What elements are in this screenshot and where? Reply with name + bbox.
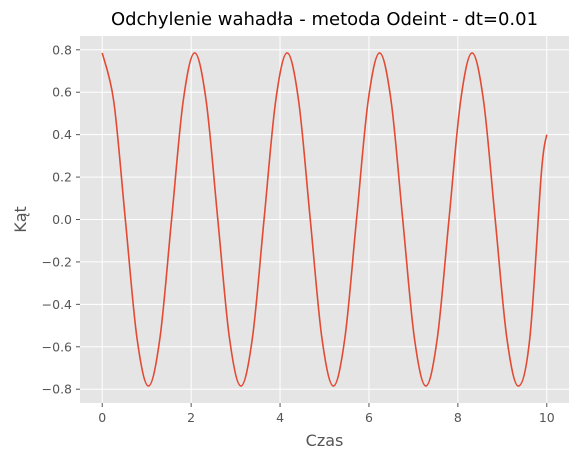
y-tick-label: 0.0 [52,212,72,227]
chart-title: Odchylenie wahadła - metoda Odeint - dt=… [111,9,538,30]
y-tick-label: −0.8 [42,382,72,397]
y-tick-label: −0.2 [42,254,72,269]
y-tick-label: 0.4 [52,127,72,142]
series-line [101,52,548,387]
y-tick-label: 0.8 [52,42,72,57]
x-tick-label: 2 [187,410,195,425]
x-tick-label: 10 [539,410,555,425]
y-tick-label: 0.6 [52,85,72,100]
x-axis-ticks: 0 2 4 6 8 10 [98,403,555,425]
y-tick-label: −0.6 [42,339,72,354]
y-tick-label: 0.2 [52,170,72,185]
x-tick-label: 0 [98,410,106,425]
y-axis-ticks: 0.8 0.6 0.4 0.2 0.0 −0.2 −0.4 −0.6 −0.8 [42,42,80,397]
grid [80,36,569,403]
y-axis-label: Kąt [11,206,30,233]
x-axis-label: Czas [306,431,344,450]
y-tick-label: −0.4 [42,297,72,312]
x-tick-label: 4 [276,410,284,425]
x-tick-label: 6 [365,410,373,425]
x-tick-label: 8 [454,410,462,425]
